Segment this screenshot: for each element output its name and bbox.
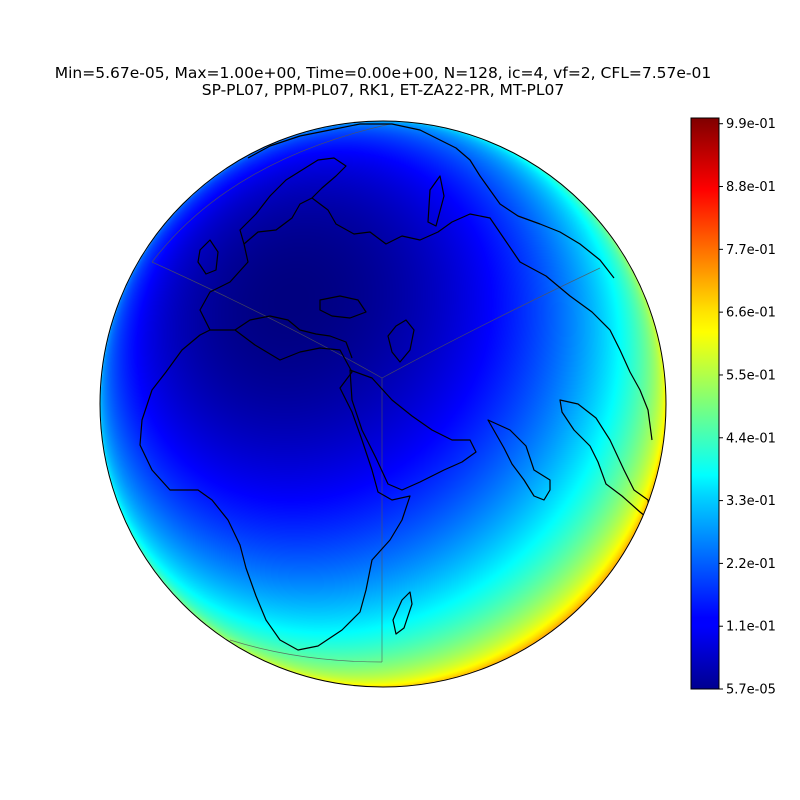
coastline-caspian	[387, 319, 415, 363]
colorbar-tick-label: 9.9e-01	[726, 117, 776, 132]
panel-edge-bottom	[229, 639, 383, 663]
coastline-mediterranean	[234, 315, 353, 359]
panel-edge-northwest	[151, 123, 391, 263]
colorbar-tick-label: 2.2e-01	[726, 557, 776, 572]
colorbar-tick-label: 6.6e-01	[726, 306, 776, 321]
coastline-scandinavia	[239, 157, 347, 245]
colorbar-tick-label: 4.4e-01	[726, 431, 776, 446]
colorbar-tick-label: 1.1e-01	[726, 620, 776, 635]
globe-outline	[99, 120, 667, 688]
panel-edge-east	[381, 267, 601, 379]
chart-title-line1: Min=5.67e-05, Max=1.00e+00, Time=0.00e+0…	[55, 64, 712, 82]
coastline-black-sea	[319, 295, 367, 319]
colorbar-tick-label: 7.7e-01	[726, 243, 776, 258]
coastline-arctic	[247, 123, 615, 279]
coastline-britain	[197, 239, 219, 275]
coastline-europe	[199, 197, 653, 441]
globe-field	[100, 121, 666, 687]
colorbar: 5.7e-05 1.1e-01 2.2e-01 3.3e-01 4.4e-01 5.5e-…	[690, 117, 776, 698]
panel-edges	[151, 123, 601, 663]
chart-title-line2: SP-PL07, PPM-PL07, RK1, ET-ZA22-PR, MT-P…	[202, 81, 565, 99]
coastline-africa	[139, 329, 411, 651]
colorbar-gradient	[691, 118, 719, 689]
coastline-novaya-zemlya	[427, 175, 445, 227]
colorbar-tick-label: 5.5e-01	[726, 368, 776, 383]
colorbar-frame	[690, 117, 720, 690]
coastline-arabia	[349, 369, 477, 491]
coastline-india	[487, 419, 551, 501]
coastline-madagascar	[392, 591, 413, 635]
panel-edge-west	[151, 261, 383, 379]
coastlines	[139, 123, 653, 651]
colorbar-tick-label: 3.3e-01	[726, 494, 776, 509]
colorbar-tick-label: 5.7e-05	[726, 683, 776, 698]
colorbar-tick-label: 8.8e-01	[726, 180, 776, 195]
